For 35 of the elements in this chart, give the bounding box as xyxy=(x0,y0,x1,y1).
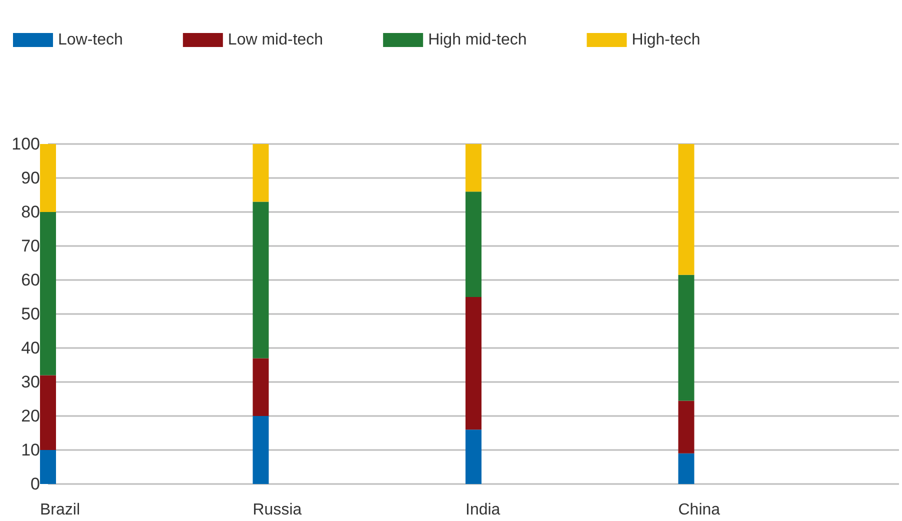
bar xyxy=(466,430,482,484)
bar xyxy=(466,192,482,297)
bar xyxy=(678,144,694,275)
x-tick-label: China xyxy=(678,502,720,518)
bar xyxy=(678,453,694,484)
legend-label: Low mid-tech xyxy=(228,32,324,48)
x-tick-label: Brazil xyxy=(40,502,80,518)
bar xyxy=(40,212,56,376)
y-tick-label: 10 xyxy=(21,440,40,460)
y-tick-label: 60 xyxy=(21,270,40,290)
bar xyxy=(678,400,694,454)
x-tick-label: Russia xyxy=(252,502,302,518)
y-tick-label: 80 xyxy=(21,202,40,222)
bar xyxy=(466,297,482,430)
y-tick-label: 0 xyxy=(30,474,40,494)
y-tick-label: 90 xyxy=(21,168,40,188)
bar xyxy=(40,144,56,212)
y-tick-label: 50 xyxy=(21,304,40,324)
y-tick-label: 40 xyxy=(21,338,40,358)
y-tick-label: 100 xyxy=(12,134,40,154)
legend-label: Low-tech xyxy=(58,32,123,48)
y-tick-label: 70 xyxy=(21,236,40,256)
bar xyxy=(252,358,269,416)
y-tick-label: 20 xyxy=(21,406,40,426)
x-tick-label: India xyxy=(466,502,500,518)
bar xyxy=(466,144,482,192)
bar xyxy=(678,274,694,401)
bar xyxy=(40,450,56,484)
bar xyxy=(252,416,269,484)
legend-label: High mid-tech xyxy=(428,32,527,48)
legend-label: High-tech xyxy=(632,32,700,48)
bar xyxy=(252,202,269,358)
y-tick-label: 30 xyxy=(21,372,40,392)
bar xyxy=(40,375,56,450)
bar xyxy=(252,144,269,202)
